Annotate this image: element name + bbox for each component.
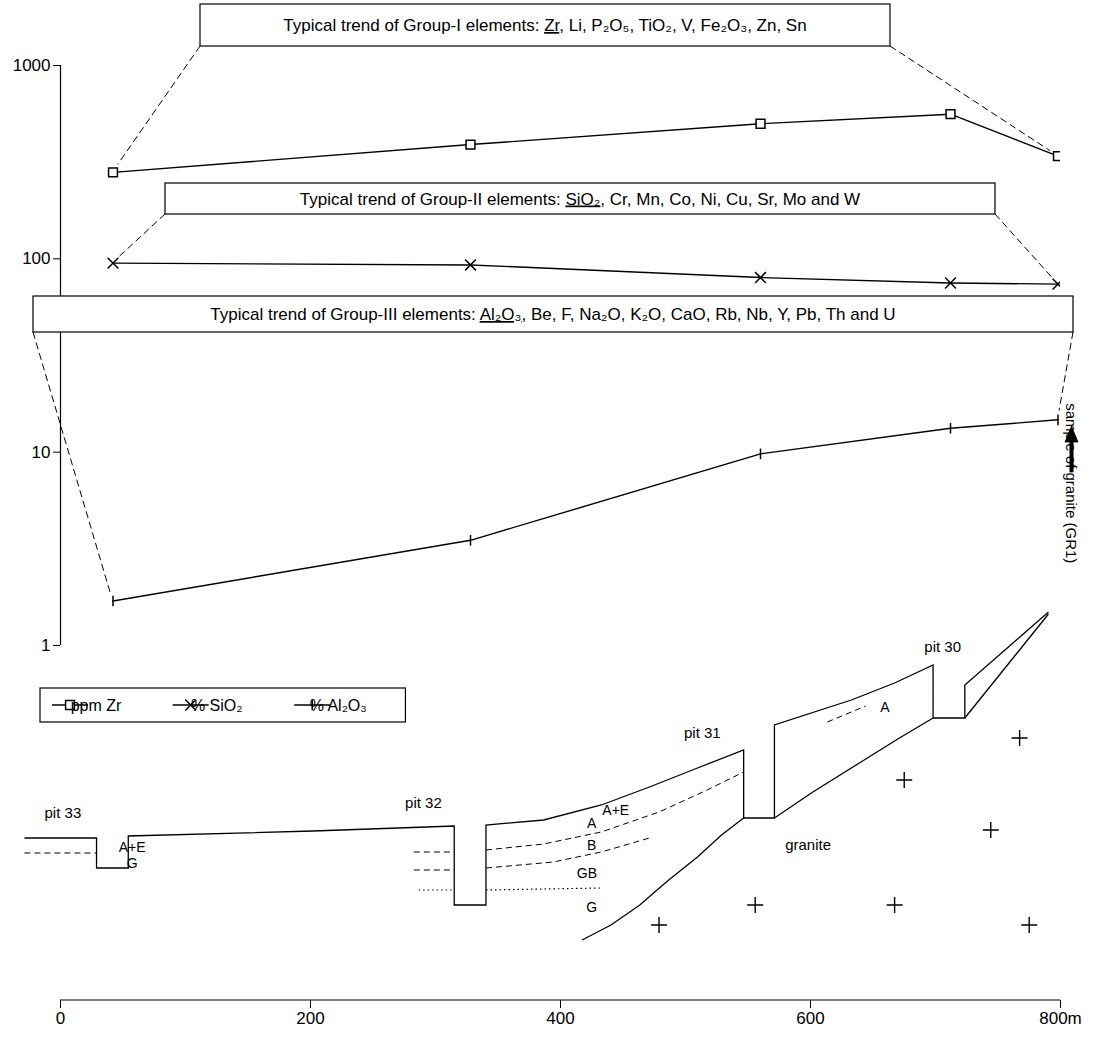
svg-text:granite: granite: [785, 836, 831, 853]
svg-text:Typical trend of Group-II elem: Typical trend of Group-II elements: SiO₂…: [300, 190, 860, 209]
svg-text:A: A: [587, 815, 597, 831]
svg-text:Typical trend of Group-III ele: Typical trend of Group-III elements: Al₂…: [210, 305, 895, 324]
svg-text:A+E: A+E: [602, 802, 629, 818]
svg-text:pit 33: pit 33: [45, 804, 82, 821]
svg-text:A: A: [880, 699, 890, 715]
svg-text:GB: GB: [577, 865, 597, 881]
svg-text:1: 1: [41, 636, 50, 655]
svg-text:100: 100: [22, 249, 50, 268]
svg-text:G: G: [586, 899, 597, 915]
svg-text:% SiO₂: % SiO₂: [191, 697, 243, 714]
svg-text:1000: 1000: [13, 56, 51, 75]
svg-text:200: 200: [296, 1009, 324, 1028]
svg-text:ppm Zr: ppm Zr: [71, 697, 122, 714]
svg-text:A+E: A+E: [119, 839, 146, 855]
svg-text:G: G: [127, 855, 138, 871]
svg-text:pit 30: pit 30: [924, 638, 961, 655]
svg-text:400: 400: [546, 1009, 574, 1028]
svg-text:800m: 800m: [1039, 1009, 1082, 1028]
svg-text:sample of granite (GR1): sample of granite (GR1): [1063, 403, 1080, 563]
svg-text:B: B: [587, 837, 596, 853]
svg-text:pit 31: pit 31: [684, 724, 721, 741]
svg-text:600: 600: [796, 1009, 824, 1028]
svg-text:Typical trend of Group-I eleme: Typical trend of Group-I elements: Zr, L…: [283, 16, 806, 35]
svg-text:0: 0: [56, 1009, 65, 1028]
svg-text:% Al₂O₃: % Al₂O₃: [310, 697, 367, 714]
svg-text:10: 10: [32, 443, 51, 462]
svg-text:pit 32: pit 32: [405, 794, 442, 811]
